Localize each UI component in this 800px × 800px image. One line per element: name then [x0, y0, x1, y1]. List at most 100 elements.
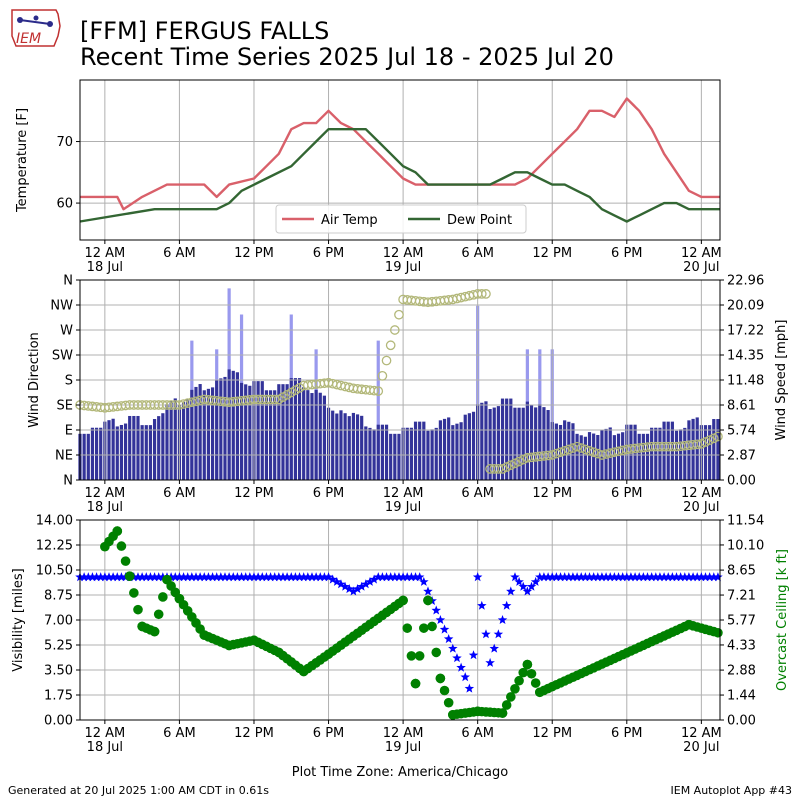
visibility-marker — [298, 572, 309, 582]
ceiling-marker — [518, 667, 529, 678]
wind-speed-bar — [140, 425, 144, 480]
ceiling-marker — [427, 621, 437, 632]
visibility-marker — [228, 572, 238, 582]
y2-tick-label: 5.74 — [727, 424, 756, 439]
visibility-marker — [448, 643, 458, 653]
x-tick-label: 12 PM — [234, 726, 274, 741]
wind-speed-bar — [509, 398, 513, 480]
wind-speed-bar — [144, 425, 148, 480]
visibility-marker — [191, 572, 201, 582]
visibility-marker — [91, 572, 102, 582]
visibility-marker — [182, 572, 193, 582]
wind-speed-bar — [202, 390, 206, 480]
wind-speed-bar — [273, 390, 277, 480]
visibility-marker — [626, 572, 636, 582]
wind-speed-bar — [90, 427, 95, 480]
visibility-marker — [435, 615, 446, 624]
wind-speed-bar — [488, 409, 492, 480]
wind-speed-bar — [277, 384, 281, 480]
visibility-marker — [361, 579, 371, 589]
wind-speed-bar — [447, 417, 451, 480]
visibility-marker — [543, 572, 553, 582]
x-tick-label: 12 PM — [234, 486, 274, 501]
visibility-marker — [108, 572, 118, 582]
wind-speed-bar — [86, 433, 90, 480]
visibility-marker — [303, 572, 313, 582]
wind-speed-bar — [260, 381, 264, 480]
visibility-marker — [539, 572, 549, 582]
wind-speed-bar — [157, 416, 161, 480]
visibility-marker — [178, 572, 189, 582]
visibility-marker — [257, 572, 267, 582]
wind-speed-bar — [231, 370, 235, 480]
ceiling-marker — [402, 623, 413, 633]
ceiling-marker — [526, 668, 537, 679]
visibility-marker — [245, 572, 255, 582]
wind-speed-bar — [471, 411, 476, 480]
y2-tick-label: 2.87 — [727, 449, 756, 464]
y-tick-label: 5.25 — [44, 639, 73, 654]
visibility-marker — [456, 662, 466, 672]
visibility-marker — [526, 581, 537, 591]
visibility-marker — [398, 572, 408, 582]
wind-direction-marker — [373, 386, 384, 396]
ceiling-marker — [124, 571, 135, 581]
wind-speed-bar — [161, 413, 165, 480]
wind-speed-bar — [587, 432, 592, 480]
wind-speed-bar — [223, 376, 227, 480]
ceiling-marker — [435, 673, 446, 684]
wind-speed-bar — [148, 425, 153, 480]
x-tick-date: 20 Jul — [683, 740, 719, 755]
wind-speed-bar — [409, 427, 413, 480]
visibility-marker — [319, 572, 330, 582]
y-axis-label: Temperature [F] — [15, 108, 30, 213]
wind-speed-bar — [418, 421, 422, 480]
wind-speed-bar — [368, 427, 372, 480]
visibility-marker — [659, 572, 669, 582]
x-tick-label: 12 PM — [234, 246, 274, 261]
wind-direction-marker — [563, 444, 574, 455]
wind-direction-marker — [551, 448, 562, 459]
wind-speed-bar — [538, 404, 542, 480]
wind-direction-marker — [547, 450, 558, 460]
x-tick-label: 12 AM — [84, 486, 125, 501]
y2-tick-label: 10.10 — [727, 538, 764, 553]
wind-direction-marker — [572, 441, 582, 452]
plot-frame — [79, 79, 721, 241]
visibility-marker — [385, 572, 396, 582]
wind-speed-bar — [293, 378, 298, 480]
visibility-marker — [551, 572, 562, 582]
wind-speed-bar — [123, 423, 128, 480]
visibility-marker — [373, 572, 383, 582]
visibility-marker — [713, 572, 723, 582]
wind-speed-bar — [285, 384, 289, 480]
y2-tick-label: 11.54 — [727, 514, 764, 529]
wind-speed-bar — [355, 414, 360, 480]
visibility-marker — [332, 576, 342, 586]
visibility-marker — [340, 581, 350, 591]
wind-speed-bar — [434, 427, 438, 480]
visibility-marker — [261, 572, 272, 582]
y2-tick-label: 4.33 — [727, 638, 756, 653]
wind-speed-bar — [248, 385, 252, 480]
chart-subtitle: Recent Time Series 2025 Jul 18 - 2025 Ju… — [80, 43, 614, 71]
y2-axis-label: Overcast Ceiling [k ft] — [775, 549, 790, 691]
wind-speed-bar — [335, 413, 339, 480]
wind-direction-marker — [381, 355, 392, 366]
ceiling-marker — [153, 609, 164, 620]
visibility-marker — [518, 581, 528, 591]
visibility-marker — [79, 572, 89, 582]
wind-speed-bar — [244, 384, 248, 480]
visibility-marker — [294, 572, 305, 582]
visibility-marker — [514, 576, 524, 586]
wind-direction-marker — [555, 447, 566, 458]
wind-speed-bar — [198, 384, 202, 480]
wind-speed-bar — [380, 424, 384, 480]
x-tick-label: 12 AM — [383, 486, 424, 501]
visibility-marker — [377, 572, 388, 582]
wind-speed-bar — [256, 381, 260, 480]
y-tick-label: 1.75 — [44, 689, 73, 704]
y-tick-label: NW — [50, 299, 73, 314]
wind-speed-bar — [136, 415, 140, 480]
